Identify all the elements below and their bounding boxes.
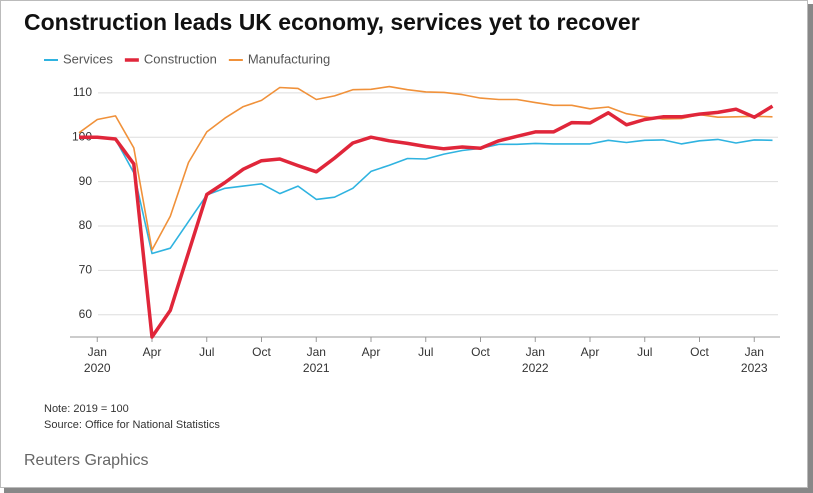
x-tick-label: Jul	[199, 345, 214, 359]
y-tick-label: 70	[79, 263, 93, 277]
shadow-right	[808, 4, 813, 493]
chart-title: Construction leads UK economy, services …	[24, 9, 640, 35]
x-tick-year: 2023	[741, 361, 768, 375]
y-tick-label: 110	[73, 85, 92, 99]
x-tick-label: Apr	[143, 345, 162, 359]
series-line	[79, 104, 774, 339]
y-tick-label: 60	[79, 307, 93, 321]
x-tick-label: Jan	[307, 345, 326, 359]
x-tick-label: Jan	[526, 345, 545, 359]
x-tick-year: 2021	[303, 361, 330, 375]
credit: Reuters Graphics	[24, 452, 149, 469]
note: Note: 2019 = 100	[44, 403, 129, 415]
x-tick-year: 2022	[522, 361, 549, 375]
shadow-bottom	[4, 488, 813, 493]
x-tick-label: Jan	[745, 345, 764, 359]
legend-label: Manufacturing	[248, 51, 330, 66]
y-tick-label: 90	[79, 174, 93, 188]
x-tick-label: Oct	[690, 345, 709, 359]
x-tick-year: 2020	[84, 361, 111, 375]
x-tick-label: Apr	[581, 345, 600, 359]
y-tick-label: 80	[79, 218, 93, 232]
x-tick-label: Jan	[88, 345, 107, 359]
x-tick-label: Apr	[362, 345, 381, 359]
series-line	[79, 136, 773, 255]
source: Source: Office for National Statistics	[44, 419, 220, 431]
legend-label: Construction	[144, 51, 217, 66]
x-tick-label: Oct	[471, 345, 490, 359]
x-tick-label: Oct	[252, 345, 271, 359]
x-tick-label: Jul	[637, 345, 652, 359]
legend-label: Services	[63, 51, 113, 66]
x-tick-label: Jul	[418, 345, 433, 359]
